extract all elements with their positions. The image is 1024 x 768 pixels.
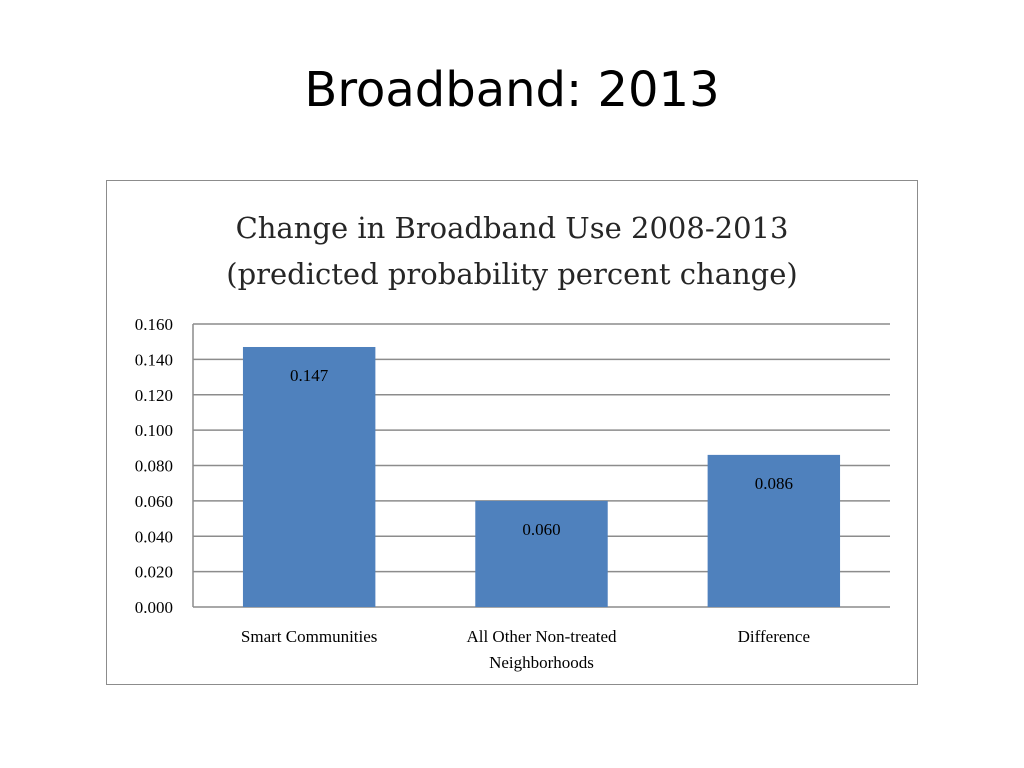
chart-title-line-1: Change in Broadband Use 2008-2013: [236, 211, 789, 245]
data-label-3: 0.086: [755, 474, 793, 493]
data-label-2: 0.060: [522, 520, 560, 539]
y-tick-label: 0.080: [135, 457, 173, 476]
y-tick-label: 0.120: [135, 386, 173, 405]
x-category-label: Difference: [738, 627, 810, 646]
y-tick-label: 0.140: [135, 350, 173, 369]
bar-1: [242, 346, 376, 607]
x-category-label: All Other Non-treated: [466, 627, 617, 646]
x-category-label: Smart Communities: [241, 627, 377, 646]
bar-chart: Change in Broadband Use 2008-2013 (predic…: [135, 211, 890, 672]
chart-frame: Change in Broadband Use 2008-2013 (predic…: [106, 180, 918, 685]
y-tick-label: 0.060: [135, 492, 173, 511]
y-tick-label: 0.000: [135, 598, 173, 617]
slide-title: Broadband: 2013: [304, 62, 720, 118]
y-tick-label: 0.160: [135, 315, 173, 334]
data-label-1: 0.147: [290, 366, 329, 385]
y-tick-label: 0.100: [135, 421, 173, 440]
y-tick-label: 0.020: [135, 563, 173, 582]
y-tick-label: 0.040: [135, 527, 173, 546]
chart-title-line-2: (predicted probability percent change): [226, 257, 797, 291]
x-category-label: Neighborhoods: [489, 653, 594, 672]
bar-3: [707, 454, 841, 607]
bar-2: [475, 500, 608, 607]
